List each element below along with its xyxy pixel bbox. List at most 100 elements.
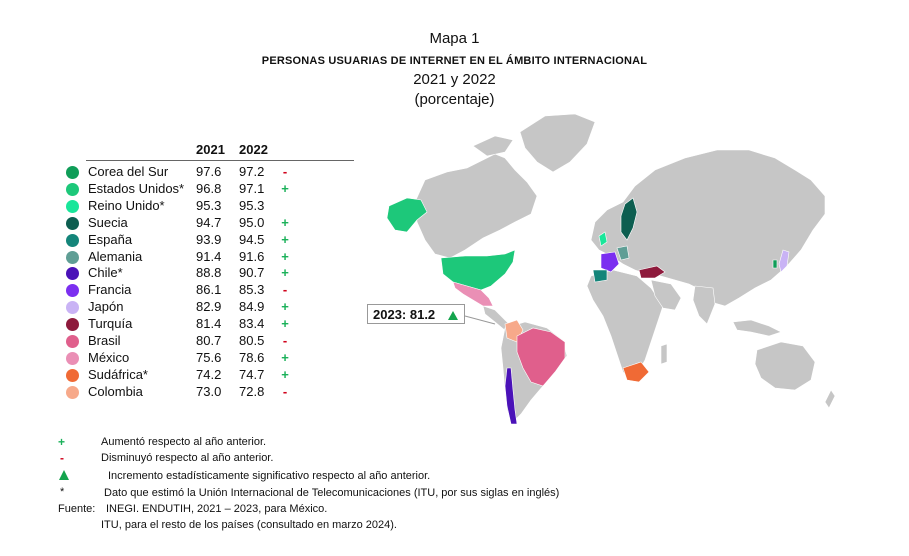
country-name: España [88, 231, 133, 247]
legend-row: Corea del Sur 97.6 97.2 - [62, 164, 302, 181]
change-indicator: + [281, 349, 289, 365]
change-indicator: + [281, 366, 289, 382]
canada [414, 153, 538, 259]
change-indicator: + [281, 180, 289, 196]
south-korea [772, 259, 778, 269]
value-2022: 94.5 [239, 231, 265, 247]
mexico-2023-callout: 2023: 81.2 [367, 304, 465, 324]
map-years: 2021 y 2022 [413, 71, 496, 88]
significant-increase-icon [448, 311, 458, 320]
callout-line [464, 315, 496, 325]
color-swatch [66, 250, 79, 264]
color-swatch [66, 166, 79, 179]
value-2021: 82.9 [196, 299, 222, 315]
value-2022: 84.9 [239, 299, 265, 315]
color-swatch [66, 368, 79, 382]
value-2021: 81.4 [196, 316, 222, 332]
triangle-note: Incremento estadísticamente significativ… [108, 470, 431, 482]
arctic-islands [472, 135, 514, 157]
legend-row: Francia 86.1 85.3 - [62, 282, 302, 299]
value-2022: 80.5 [239, 333, 265, 348]
value-2022: 85.3 [239, 282, 265, 298]
country-name: Sudáfrica* [88, 366, 148, 382]
country-name: México [88, 349, 130, 365]
value-2022: 83.4 [239, 316, 265, 332]
change-indicator: - [282, 333, 288, 348]
value-2021: 94.7 [196, 214, 222, 230]
japan [778, 249, 790, 273]
country-name: Japón [88, 299, 124, 315]
triangle-icon [59, 470, 69, 480]
value-2022: 95.3 [239, 197, 265, 213]
value-2021: 88.8 [196, 265, 222, 281]
legend-row: Chile* 88.8 90.7 + [62, 265, 302, 282]
country-name: Corea del Sur [88, 164, 169, 179]
new-zealand [824, 389, 836, 409]
france [600, 251, 620, 273]
source-label: Fuente: [58, 503, 96, 515]
map-unit: (porcentaje) [414, 91, 495, 108]
value-2021: 95.3 [196, 197, 222, 213]
greenland [519, 113, 596, 173]
legend-row: Turquía 81.4 83.4 + [62, 316, 302, 333]
change-indicator: + [281, 231, 289, 247]
india [692, 285, 716, 325]
value-2022: 97.2 [239, 164, 265, 179]
country-name: Brasil [88, 333, 121, 348]
change-indicator: - [282, 282, 288, 298]
value-2021: 96.8 [196, 180, 222, 196]
value-2021: 74.2 [196, 366, 222, 382]
south-africa [622, 361, 650, 383]
plus-symbol: + [58, 435, 66, 449]
plus-note: Aumentó respecto al año anterior. [101, 436, 267, 448]
minus-symbol: - [60, 451, 64, 465]
country-name: Alemania [88, 248, 143, 264]
value-2021: 73.0 [196, 383, 222, 399]
legend-row: Alemania 91.4 91.6 + [62, 249, 302, 266]
change-indicator: + [281, 265, 289, 281]
source-line-2: ITU, para el resto de los países (consul… [101, 519, 397, 531]
change-indicator: + [281, 316, 289, 332]
value-2021: 91.4 [196, 248, 222, 264]
country-name: Turquía [88, 316, 133, 332]
legend-row: Colombia 73.0 72.8 - [62, 384, 302, 401]
header-divider [86, 160, 354, 161]
brazil [516, 327, 566, 387]
madagascar [660, 343, 668, 365]
color-swatch [66, 182, 79, 196]
africa [586, 269, 664, 381]
legend-row: Sudáfrica* 74.2 74.7 + [62, 367, 302, 384]
map-number: Mapa 1 [429, 30, 480, 47]
country-name: Francia [88, 282, 132, 298]
legend-row: Estados Unidos* 96.8 97.1 + [62, 181, 302, 198]
star-symbol: * [60, 486, 65, 498]
change-indicator: + [281, 248, 289, 264]
value-2022: 95.0 [239, 214, 265, 230]
change-indicator: + [281, 214, 289, 230]
country-name: Reino Unido* [88, 197, 165, 213]
sweden [620, 197, 638, 241]
value-2022: 91.6 [239, 248, 265, 264]
change-indicator: - [282, 164, 288, 179]
color-swatch [66, 267, 79, 281]
country-name: Suecia [88, 214, 128, 230]
value-2021: 80.7 [196, 333, 222, 348]
legend-row: España 93.9 94.5 + [62, 232, 302, 249]
star-note: Dato que estimó la Unión Internacional d… [104, 487, 560, 499]
value-2021: 86.1 [196, 282, 222, 298]
legend-row: Japón 82.9 84.9 + [62, 299, 302, 316]
world-map [386, 113, 836, 425]
germany [616, 245, 630, 261]
value-2022: 97.1 [239, 180, 265, 196]
color-swatch [66, 301, 79, 315]
legend-row: Brasil 80.7 80.5 - [62, 333, 302, 350]
country-name: Estados Unidos* [88, 180, 185, 196]
country-name: Colombia [88, 383, 143, 399]
australia [754, 341, 816, 391]
value-2022: 72.8 [239, 383, 265, 399]
color-swatch [66, 284, 79, 298]
uk [598, 231, 608, 247]
color-swatch [66, 335, 79, 348]
turkey [638, 265, 666, 279]
legend-row: México 75.6 78.6 + [62, 350, 302, 367]
